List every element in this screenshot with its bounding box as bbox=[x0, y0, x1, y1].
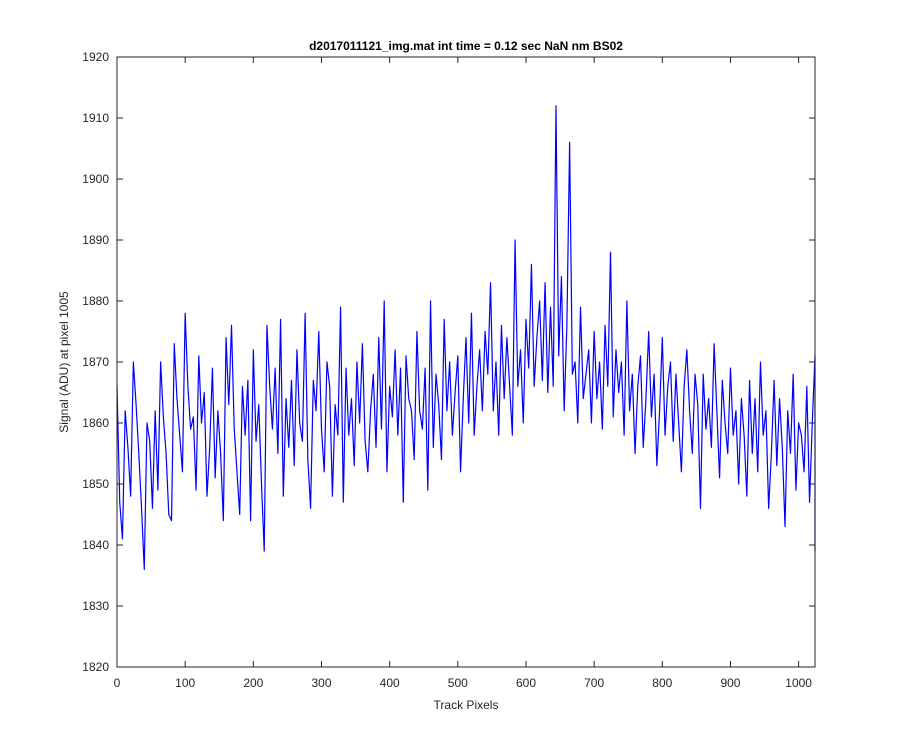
y-tick-label: 1850 bbox=[82, 477, 109, 491]
y-tick-label: 1900 bbox=[82, 172, 109, 186]
y-tick-label: 1840 bbox=[82, 538, 109, 552]
y-tick-label: 1860 bbox=[82, 416, 109, 430]
x-tick-label: 400 bbox=[380, 676, 400, 690]
x-tick-label: 0 bbox=[114, 676, 121, 690]
x-axis: 0 100 200 300 400 500 600 700 800 900 1000 bbox=[114, 57, 812, 690]
plot-area bbox=[117, 57, 815, 667]
y-tick-label: 1920 bbox=[82, 50, 109, 64]
x-tick-label: 900 bbox=[720, 676, 740, 690]
series-line-0 bbox=[116, 105, 816, 571]
x-tick-label: 800 bbox=[652, 676, 672, 690]
y-tick-label: 1830 bbox=[82, 599, 109, 613]
x-tick-label: 100 bbox=[175, 676, 195, 690]
x-tick-label: 600 bbox=[516, 676, 536, 690]
x-tick-label: 500 bbox=[448, 676, 468, 690]
x-tick-label: 200 bbox=[243, 676, 263, 690]
y-tick-label: 1870 bbox=[82, 355, 109, 369]
x-axis-label: Track Pixels bbox=[434, 698, 499, 712]
x-tick-label: 300 bbox=[311, 676, 331, 690]
chart-title: d2017011121_img.mat int time = 0.12 sec … bbox=[309, 39, 623, 53]
y-axis-label: Signal (ADU) at pixel 1005 bbox=[57, 291, 71, 433]
x-tick-label: 700 bbox=[584, 676, 604, 690]
y-axis: 1820 1830 1840 1850 1860 1870 1880 1890 1900 1910… bbox=[82, 50, 815, 674]
x-tick-label: 1000 bbox=[785, 676, 812, 690]
series-layer bbox=[116, 105, 816, 571]
y-tick-label: 1890 bbox=[82, 233, 109, 247]
y-tick-label: 1910 bbox=[82, 111, 109, 125]
y-tick-label: 1820 bbox=[82, 660, 109, 674]
y-tick-label: 1880 bbox=[82, 294, 109, 308]
